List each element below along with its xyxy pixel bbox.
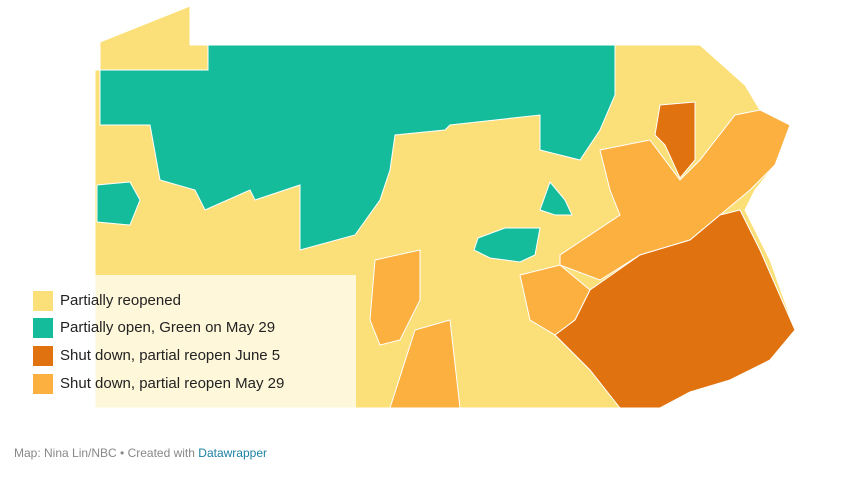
legend-label: Partially open, Green on May 29 [60, 319, 275, 336]
legend-box [28, 275, 356, 410]
legend-swatch [33, 291, 53, 311]
legend-label: Shut down, partial reopen June 5 [60, 347, 280, 364]
region [559, 109, 791, 281]
legend-swatch [33, 318, 53, 338]
legend-swatch [33, 346, 53, 366]
legend-label: Shut down, partial reopen May 29 [60, 375, 284, 392]
legend-swatch [33, 374, 53, 394]
legend-label: Partially reopened [60, 292, 181, 309]
region [389, 319, 461, 409]
region [554, 209, 796, 409]
legend: Partially reopened Partially open, Green … [33, 291, 284, 394]
credit: Map: Nina Lin/NBC • Created with [14, 446, 195, 460]
footer: Map: Nina Lin/NBC • Created with Datawra… [14, 446, 267, 460]
footer-link[interactable]: Datawrapper [198, 446, 267, 460]
region [96, 181, 141, 226]
region [473, 227, 541, 263]
region [99, 44, 616, 251]
region [654, 101, 696, 179]
region [539, 181, 573, 216]
region [369, 249, 421, 346]
